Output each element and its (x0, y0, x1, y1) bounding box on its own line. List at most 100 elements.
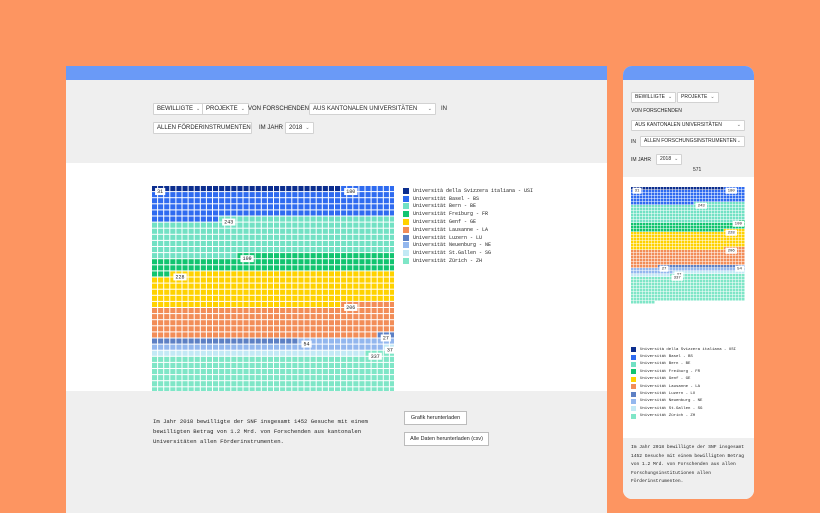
waffle-cell (365, 338, 371, 344)
mobile-waffle-cell (685, 298, 688, 301)
mobile-waffle-cell (664, 217, 667, 220)
mobile-waffle-cell (700, 268, 703, 271)
mobile-waffle-cell (703, 208, 706, 211)
waffle-cell (377, 210, 383, 216)
mobile-type-select[interactable]: PROJEKTE ⌄ (677, 92, 719, 103)
mobile-institution-select[interactable]: AUS KANTONALEN UNIVERSITÄTEN ⌄ (631, 120, 745, 131)
institution-select[interactable]: AUS KANTONALEN UNIVERSITÄTEN ⌄ (309, 103, 436, 115)
mobile-waffle-cell (670, 256, 673, 259)
waffle-cell (225, 228, 231, 234)
mobile-waffle-cell (670, 259, 673, 262)
waffle-cell (298, 314, 304, 320)
waffle-cell (310, 381, 316, 387)
legend-item: Universität Genf - GE (403, 218, 533, 226)
mobile-waffle-cell (673, 253, 676, 256)
waffle-cell (152, 387, 158, 393)
mobile-waffle-cell (685, 244, 688, 247)
waffle-cell (304, 259, 310, 265)
mobile-waffle-cell (724, 277, 727, 280)
mobile-waffle-cell (700, 196, 703, 199)
mobile-waffle-cell (727, 259, 730, 262)
waffle-cell (286, 271, 292, 277)
metric-select[interactable]: BEWILLIGTE ⌄ (153, 103, 205, 115)
waffle-cell (377, 369, 383, 375)
mobile-waffle-cell (700, 289, 703, 292)
waffle-cell (182, 289, 188, 295)
mobile-waffle-cell (718, 265, 721, 268)
mobile-waffle-cell (715, 217, 718, 220)
waffle-cell (152, 332, 158, 338)
waffle-cell (274, 228, 280, 234)
mobile-waffle-cell (652, 292, 655, 295)
mobile-waffle-cell (670, 205, 673, 208)
in-label: IN (441, 106, 447, 112)
mobile-legend-label: Universität Genf - GE (640, 377, 691, 382)
mobile-waffle-cell (637, 208, 640, 211)
mobile-waffle-cell (640, 286, 643, 289)
mobile-waffle-cell (724, 199, 727, 202)
waffle-cell (231, 228, 237, 234)
chevron-down-icon: ⌄ (196, 106, 201, 112)
mobile-waffle-cell (718, 268, 721, 271)
waffle-cell (298, 350, 304, 356)
mobile-waffle-cell (685, 193, 688, 196)
waffle-cell (377, 283, 383, 289)
mobile-waffle-cell (652, 274, 655, 277)
waffle-cell (158, 326, 164, 332)
mobile-waffle-cell (733, 235, 736, 238)
year-select[interactable]: 2018 ⌄ (285, 122, 314, 134)
value-label-text: 243 (224, 220, 233, 226)
waffle-cell (328, 234, 334, 240)
mobile-value-label-text: 180 (728, 190, 736, 194)
mobile-waffle-cell (658, 238, 661, 241)
mobile-waffle-cell (697, 259, 700, 262)
mobile-waffle-cell (691, 274, 694, 277)
mobile-waffle-cell (736, 199, 739, 202)
mobile-waffle-cell (643, 268, 646, 271)
waffle-cell (231, 344, 237, 350)
mobile-waffle-cell (652, 232, 655, 235)
download-chart-button[interactable]: Grafik herunterladen (404, 411, 467, 425)
mobile-waffle-cell (694, 193, 697, 196)
waffle-cell (389, 320, 394, 326)
waffle-cell (158, 308, 164, 314)
mobile-waffle-cell (670, 238, 673, 241)
mobile-waffle-cell (652, 238, 655, 241)
waffle-cell (359, 332, 365, 338)
waffle-cell (298, 240, 304, 246)
waffle-cell (341, 301, 347, 307)
type-select[interactable]: PROJEKTE ⌄ (202, 103, 249, 115)
mobile-instrument-select[interactable]: ALLEN FORSCHUNGSINSTRUMENTEN ⌄ (640, 136, 745, 147)
waffle-cell (231, 198, 237, 204)
mobile-waffle-cell (742, 292, 745, 295)
mobile-value-label-text: 337 (674, 277, 682, 281)
mobile-waffle-cell (640, 208, 643, 211)
value-label-text: 228 (175, 274, 184, 280)
mobile-waffle-cell (694, 187, 697, 190)
waffle-cell (292, 283, 298, 289)
waffle-cell (310, 216, 316, 222)
mobile-waffle-cell (691, 220, 694, 223)
waffle-cell (182, 204, 188, 210)
mobile-metric-select[interactable]: BEWILLIGTE ⌄ (631, 92, 677, 103)
legend-item: Universität Freiburg - FR (403, 210, 533, 218)
waffle-cell (255, 295, 261, 301)
waffle-cell (219, 301, 225, 307)
waffle-cell (274, 186, 280, 192)
mobile-year-select[interactable]: 2018 ⌄ (656, 154, 683, 165)
mobile-waffle-cell (721, 214, 724, 217)
mobile-waffle-cell (637, 253, 640, 256)
mobile-value-label-text: 109 (735, 223, 743, 227)
value-label: 37 (384, 346, 394, 354)
instrument-select[interactable]: ALLEN FÖRDERINSTRUMENTEN ⌄ (153, 122, 252, 134)
mobile-waffle-cell (631, 187, 634, 190)
mobile-waffle-cell (667, 229, 670, 232)
download-data-button[interactable]: Alle Daten herunterladen (csv) (404, 432, 489, 446)
mobile-waffle-cell (640, 193, 643, 196)
mobile-waffle-cell (709, 202, 712, 205)
waffle-cell (310, 234, 316, 240)
mobile-waffle-cell (652, 208, 655, 211)
waffle-cell (206, 204, 212, 210)
waffle-cell (249, 234, 255, 240)
mobile-waffle-cell (658, 235, 661, 238)
